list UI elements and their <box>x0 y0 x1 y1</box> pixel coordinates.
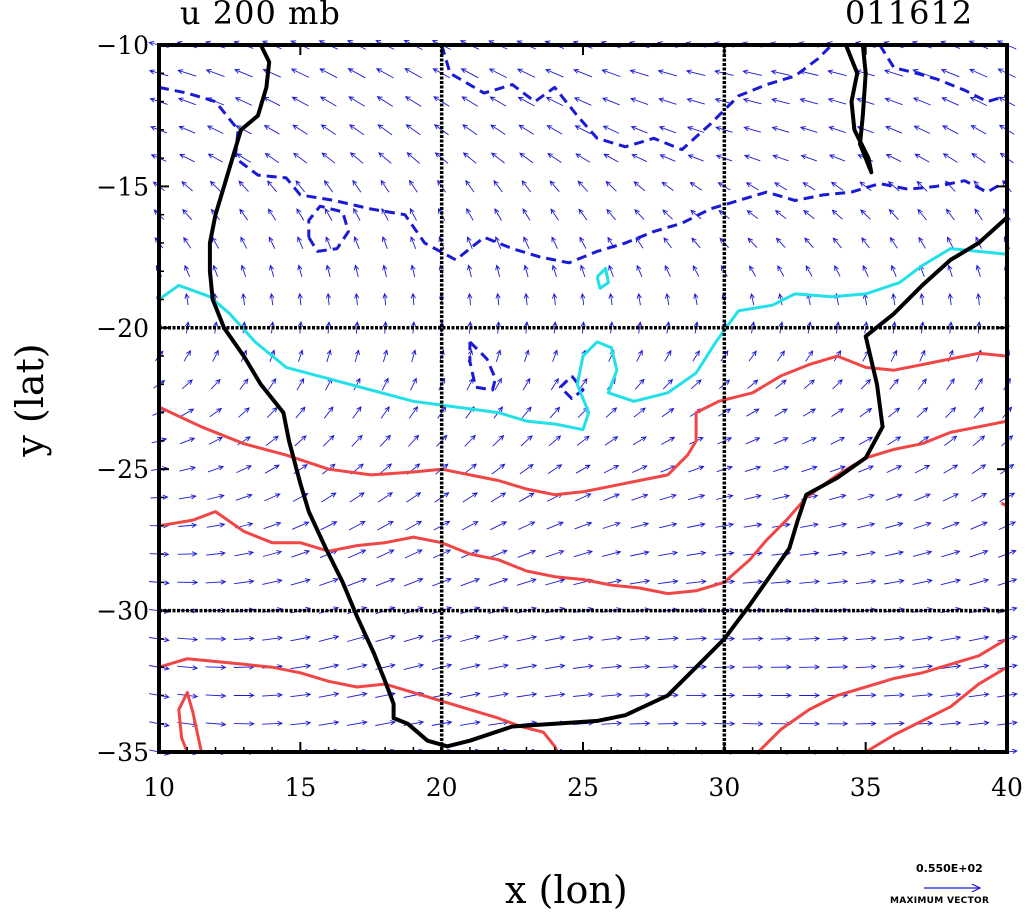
y-tick-label--30: −30 <box>96 597 149 626</box>
contour-positive-12 <box>757 637 1008 754</box>
y-tick-label--25: −25 <box>96 455 149 484</box>
y-axis-label: y (lat) <box>8 343 52 457</box>
contour-negative-0 <box>158 85 1008 265</box>
contour-positive-9 <box>158 419 1008 596</box>
contour-negative-2 <box>878 44 1008 104</box>
coastline <box>207 44 1009 749</box>
contour-positive-10 <box>158 657 559 753</box>
x-tick-label-30: 30 <box>708 773 740 802</box>
chart-date-code: 011612 <box>845 0 974 32</box>
axis-ticks: 10 15 20 25 30 35 40 −10 −15 −20 −25 −30 −35 <box>96 31 1023 802</box>
x-tick-label-25: 25 <box>567 773 599 802</box>
reference-vector-caption: MAXIMUM VECTOR <box>890 896 990 906</box>
contour-negative-1 <box>440 43 833 152</box>
contour-negative-5 <box>558 374 585 400</box>
contour-positive-11 <box>177 691 203 753</box>
reference-vector-value: 0.550E+02 <box>916 862 983 875</box>
reference-vector-legend: 0.550E+02 MAXIMUM VECTOR <box>880 862 1020 910</box>
x-tick-label-35: 35 <box>850 773 882 802</box>
x-tick-label-10: 10 <box>143 773 175 802</box>
y-tick-label--15: −15 <box>96 172 149 201</box>
contour-positive-8 <box>158 351 1008 497</box>
reference-vector-arrow <box>924 883 982 893</box>
x-tick-label-40: 40 <box>991 773 1023 802</box>
contour-zero-7 <box>595 266 610 290</box>
x-axis-label: x (lon) <box>505 868 628 912</box>
chart-title: u 200 mb <box>180 0 341 32</box>
y-tick-label--20: −20 <box>96 314 149 343</box>
reference-arrow <box>924 883 982 893</box>
coastline-lake <box>844 44 874 175</box>
x-tick-label-20: 20 <box>426 773 458 802</box>
contour-negative-3 <box>307 204 350 253</box>
contour-zero-6 <box>158 247 1008 432</box>
x-tick-label-15: 15 <box>284 773 316 802</box>
grid-lines <box>159 45 1007 752</box>
contour-positive-13 <box>864 665 1008 754</box>
y-tick-label--35: −35 <box>96 738 149 767</box>
coastline-mainland <box>207 44 1009 749</box>
contour-negative-4 <box>468 340 497 392</box>
y-tick-label--10: −10 <box>96 31 149 60</box>
